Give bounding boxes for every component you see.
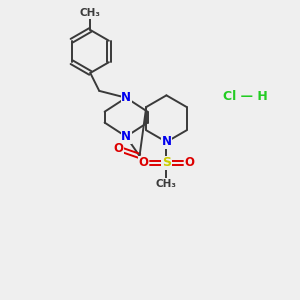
Text: N: N (161, 135, 171, 148)
Text: S: S (162, 156, 171, 169)
Text: N: N (121, 91, 131, 104)
Text: O: O (184, 156, 194, 169)
Text: CH₃: CH₃ (156, 179, 177, 189)
Text: Cl — H: Cl — H (223, 90, 268, 103)
Text: CH₃: CH₃ (80, 8, 101, 18)
Text: O: O (114, 142, 124, 155)
Text: N: N (121, 130, 131, 143)
Text: O: O (138, 156, 148, 169)
